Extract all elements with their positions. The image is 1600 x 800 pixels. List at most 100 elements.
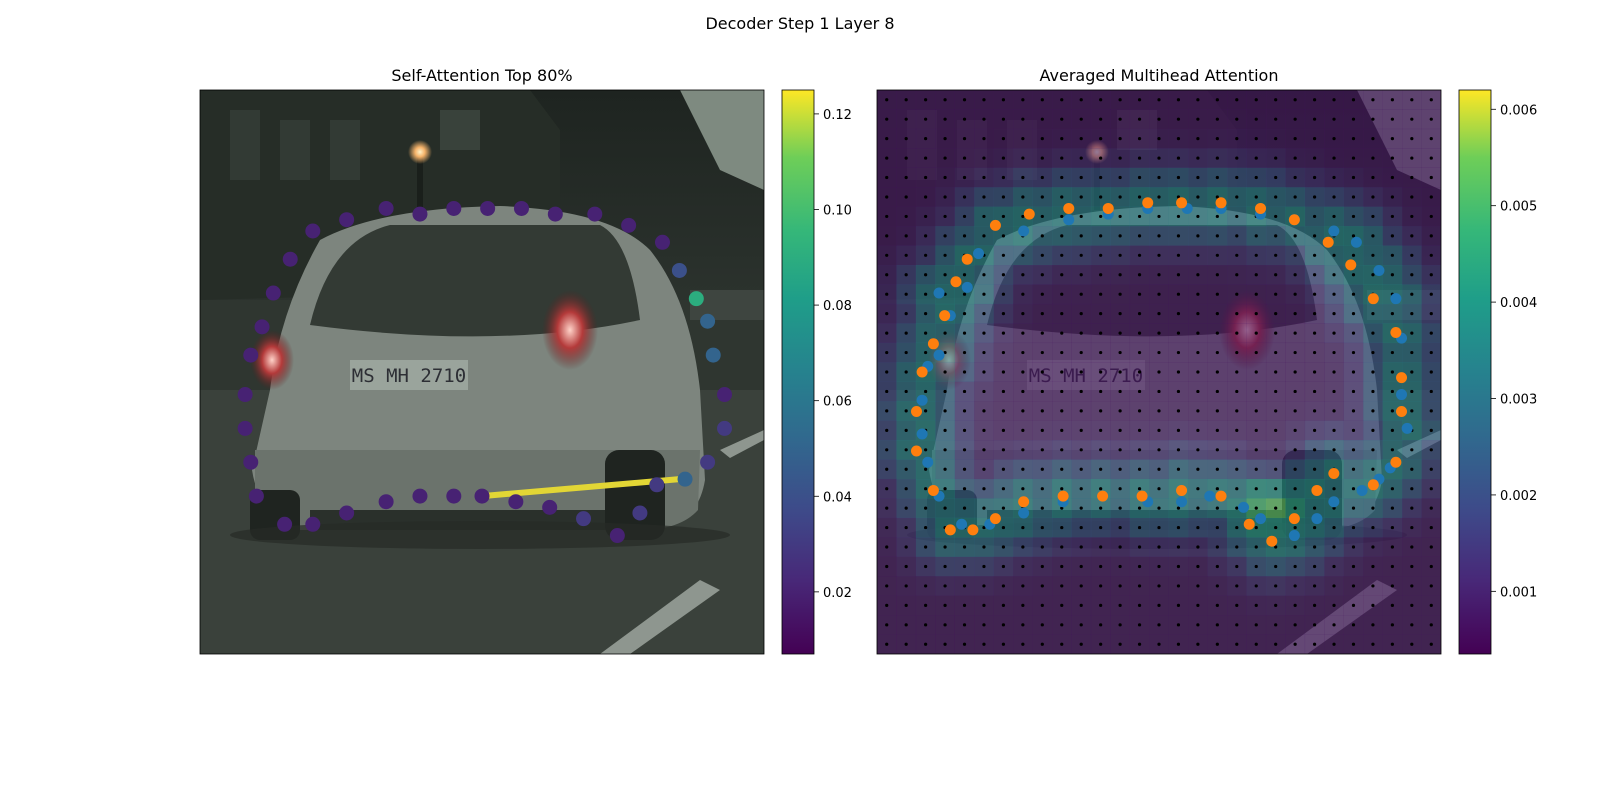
grid-point [1196, 175, 1200, 180]
attention-point [248, 488, 264, 504]
predicted-point [927, 338, 939, 350]
grid-point [1274, 175, 1278, 180]
grid-point [1332, 253, 1336, 257]
grid-point [1001, 487, 1006, 491]
grid-point [1099, 584, 1103, 588]
grid-point [1274, 487, 1278, 491]
grid-point [982, 467, 986, 471]
grid-point [1351, 428, 1356, 432]
grid-point [1196, 564, 1200, 569]
grid-point [924, 448, 928, 452]
predicted-point [1023, 208, 1035, 220]
grid-point [1254, 273, 1258, 277]
grid-point [1390, 312, 1394, 316]
grid-point [1040, 156, 1044, 160]
grid-point [1137, 175, 1142, 180]
grid-point [924, 409, 928, 413]
grid-point [943, 98, 947, 102]
grid-point [924, 603, 928, 607]
grid-point [1215, 428, 1219, 432]
grid-point [1157, 350, 1161, 355]
grid-point [1274, 214, 1278, 219]
grid-point [1196, 487, 1200, 491]
grid-point [1312, 156, 1317, 160]
grid-point [1254, 312, 1258, 316]
grid-point [1060, 487, 1064, 491]
reference-point [1238, 501, 1250, 513]
reference-point [1063, 214, 1075, 226]
grid-point [1351, 195, 1356, 199]
grid-point [1235, 214, 1239, 219]
reference-point [1401, 422, 1413, 434]
grid-point [1293, 448, 1297, 452]
grid-point [1410, 273, 1414, 277]
grid-point [1390, 487, 1394, 491]
grid-point [1293, 312, 1297, 316]
grid-point [1060, 428, 1064, 432]
grid-point [1021, 253, 1025, 257]
grid-point [1429, 195, 1433, 199]
grid-point [1176, 156, 1181, 160]
grid-point [924, 545, 928, 549]
grid-point [943, 428, 947, 432]
grid-point [904, 292, 908, 296]
grid-point [1079, 195, 1083, 199]
grid-point [1099, 292, 1103, 296]
grid-point [1099, 389, 1103, 394]
grid-point [1371, 137, 1375, 141]
grid-point [1079, 642, 1083, 646]
grid-point [1274, 137, 1278, 141]
grid-point [1137, 623, 1142, 627]
grid-point [1040, 331, 1044, 335]
grid-point [1215, 370, 1219, 374]
grid-point [1235, 331, 1239, 335]
attention-point [237, 387, 253, 403]
grid-point [1215, 642, 1219, 646]
grid-point [1137, 564, 1142, 569]
grid-point [1118, 467, 1122, 471]
grid-point [1293, 623, 1297, 627]
grid-point [1410, 409, 1414, 413]
predicted-point [927, 484, 939, 496]
grid-point [1001, 389, 1006, 394]
grid-point [1332, 137, 1336, 141]
grid-point [1040, 214, 1044, 219]
grid-point [1196, 623, 1200, 627]
grid-point [1137, 195, 1142, 199]
grid-point [885, 137, 889, 141]
grid-point [1312, 448, 1317, 452]
grid-point [1254, 117, 1258, 121]
colorbar-tick-label: 0.002 [1500, 489, 1537, 504]
predicted-point [1367, 293, 1379, 305]
predicted-point [967, 524, 979, 536]
attention-point [700, 454, 716, 470]
grid-point [1137, 117, 1142, 121]
grid-point [1332, 214, 1336, 219]
grid-point [1001, 467, 1006, 471]
grid-point [1079, 487, 1083, 491]
grid-point [1079, 214, 1083, 219]
grid-point [1157, 525, 1161, 530]
grid-point [1215, 467, 1219, 471]
grid-point [1099, 156, 1103, 160]
grid-point [1021, 409, 1025, 413]
grid-point [962, 117, 967, 121]
grid-point [1351, 545, 1356, 549]
grid-point [1371, 175, 1375, 180]
grid-point [1196, 370, 1200, 374]
grid-point [1390, 214, 1394, 219]
attention-point [339, 212, 355, 228]
grid-point [962, 623, 967, 627]
grid-point [982, 487, 986, 491]
grid-point [1099, 428, 1103, 432]
grid-point [1312, 564, 1317, 569]
grid-point [1118, 409, 1122, 413]
reference-point [1396, 389, 1408, 401]
grid-point [1099, 98, 1103, 102]
grid-point [1351, 506, 1356, 510]
grid-point [1312, 117, 1317, 121]
reference-point [1176, 496, 1188, 508]
grid-point [1293, 350, 1297, 355]
grid-point [943, 487, 947, 491]
grid-point [1390, 98, 1394, 102]
